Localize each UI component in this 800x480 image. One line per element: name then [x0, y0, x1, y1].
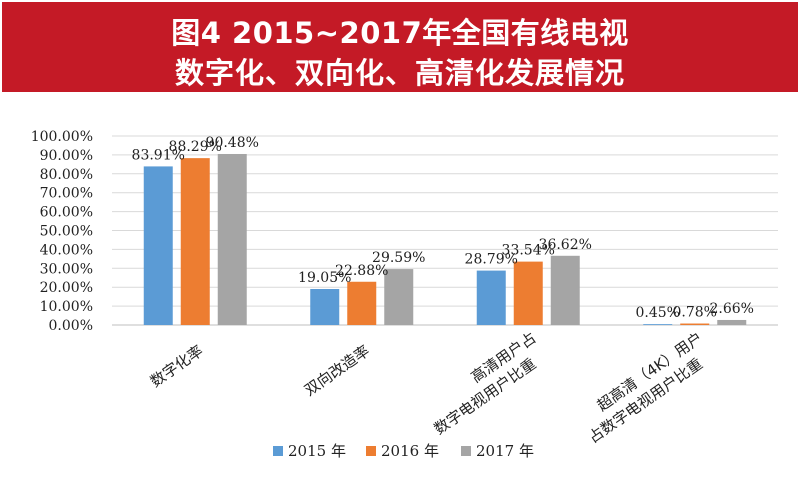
y-tick-label: 30.00% [40, 261, 93, 277]
data-label: 2.66% [710, 301, 754, 317]
y-tick-label: 40.00% [40, 242, 93, 258]
data-label: 83.91% [132, 147, 185, 163]
legend-label: 2015 年 [288, 442, 346, 460]
legend-swatch [461, 446, 471, 456]
data-label: 0.45% [636, 305, 680, 321]
data-label: 28.79% [465, 252, 518, 268]
x-category-label: 双向改造率 [301, 342, 373, 400]
data-label: 0.78% [673, 305, 717, 321]
data-label: 29.59% [372, 250, 425, 266]
y-tick-label: 80.00% [40, 167, 93, 183]
data-labels: 83.91% 19.05% 28.79% 0.45% 88.29% 22.88% 33.54… [132, 135, 754, 321]
y-tick-label: 20.00% [40, 280, 93, 296]
bar [717, 319, 747, 325]
bars [143, 153, 747, 325]
bar [143, 166, 173, 325]
bar [347, 281, 377, 325]
data-label: 22.88% [335, 263, 388, 279]
bar [310, 288, 340, 325]
bar [643, 324, 673, 325]
legend: 2015 年 2016 年 2017 年 [273, 442, 534, 460]
data-label: 36.62% [539, 237, 592, 253]
legend-swatch [273, 446, 283, 456]
bar [513, 261, 543, 325]
legend-label: 2016 年 [381, 442, 439, 460]
data-label: 33.54% [502, 243, 555, 259]
bar [180, 158, 210, 325]
bar [476, 270, 506, 325]
y-tick-label: 60.00% [40, 205, 93, 221]
bar [384, 269, 414, 325]
y-tick-label: 90.00% [40, 148, 93, 164]
y-tick-label: 100.00% [31, 129, 93, 145]
data-label: 19.05% [298, 270, 351, 286]
bar [550, 255, 580, 325]
x-category-label: 数字化率 [147, 342, 206, 391]
data-label: 88.29% [169, 139, 222, 155]
gridlines [112, 135, 778, 326]
title-banner: 图4 2015~2017年全国有线电视 数字化、双向化、高清化发展情况 [2, 2, 798, 92]
y-tick-label: 70.00% [40, 186, 93, 202]
bar [217, 153, 247, 325]
title-line-2: 数字化、双向化、高清化发展情况 [174, 56, 625, 90]
legend-label: 2017 年 [476, 442, 534, 460]
legend-swatch [366, 446, 376, 456]
title-line-1: 图4 2015~2017年全国有线电视 [171, 16, 629, 50]
y-tick-label: 0.00% [49, 318, 93, 334]
data-label: 90.48% [206, 135, 259, 151]
bar [680, 323, 710, 325]
y-tick-label: 10.00% [40, 299, 93, 315]
y-tick-label: 50.00% [40, 224, 93, 240]
y-axis-ticks: 0.00% 10.00% 20.00% 30.00% 40.00% 50.00% 60.00… [31, 129, 93, 334]
